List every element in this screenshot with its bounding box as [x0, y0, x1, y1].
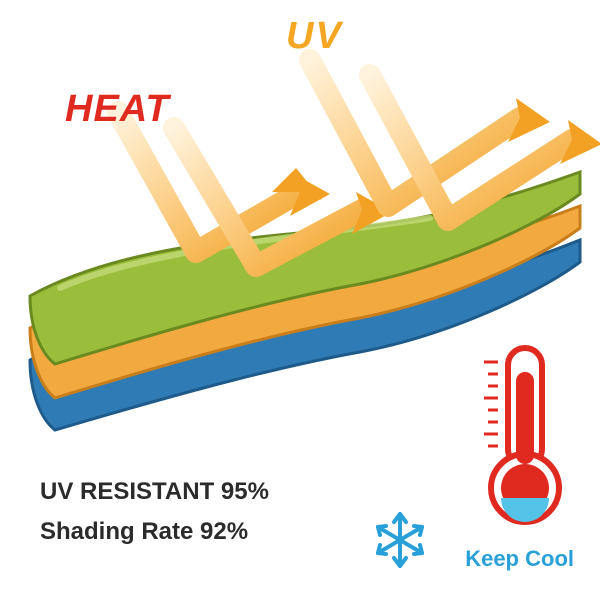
stat-uv-resistant: UV RESISTANT 95%: [40, 478, 269, 506]
keep-cool-label: Keep Cool: [465, 546, 574, 572]
uv-label: UV: [286, 15, 343, 58]
snowflake-icon: [378, 514, 422, 566]
infographic-canvas: HEAT UV UV RESISTANT 95% Shading Rate 92…: [0, 0, 600, 600]
stat-shading-rate: Shading Rate 92%: [40, 518, 248, 546]
thermometer-icon: [484, 348, 559, 522]
heat-label: HEAT: [65, 88, 170, 131]
